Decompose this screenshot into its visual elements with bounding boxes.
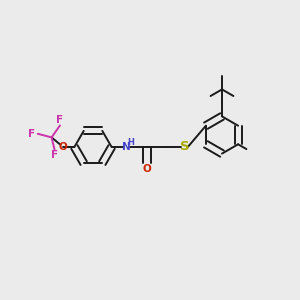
Text: F: F	[28, 129, 35, 139]
Text: N: N	[122, 142, 131, 152]
Text: O: O	[142, 164, 152, 174]
Text: F: F	[56, 115, 64, 125]
Text: S: S	[180, 140, 190, 154]
Text: F: F	[51, 150, 58, 161]
Text: H: H	[127, 138, 134, 147]
Text: O: O	[58, 142, 68, 152]
